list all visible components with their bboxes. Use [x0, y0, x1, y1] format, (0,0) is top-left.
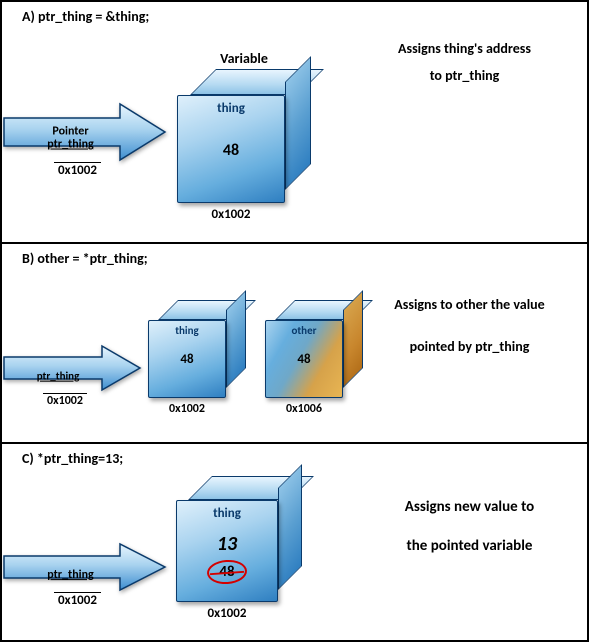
diagram-frame: A) ptr_thing = &thing; Assigns thing's a… [0, 0, 589, 642]
cube-address: 0x1002 [150, 606, 304, 621]
cube-new-value: 13 [176, 532, 278, 556]
panel-c: C) *ptr_thing=13; Assigns new value to t… [2, 442, 587, 640]
arrow-labels: ptr_thing [0, 569, 153, 583]
cube-name: thing [177, 101, 285, 116]
arrow-address: 0x1002 [43, 393, 87, 408]
desc-line: the pointed variable [362, 527, 577, 566]
desc-line: Assigns new value to [362, 488, 577, 527]
panel-c-header: C) *ptr_thing=13; [2, 448, 587, 467]
cube-value: 48 [148, 352, 226, 367]
panel-c-description: Assigns new value to the pointed variabl… [362, 488, 577, 566]
arrow-address: 0x1002 [54, 162, 101, 178]
cube-address: 0x1002 [127, 402, 247, 416]
variable-cube-other: other 48 0x1006 [264, 300, 364, 416]
panel-a-description: Assigns thing's address to ptr_thing [352, 36, 577, 89]
panel-b-description: Assigns to other the value pointed by pt… [362, 284, 577, 368]
panel-b-header: B) other = *ptr_thing; [2, 248, 587, 267]
cube-value: 48 [265, 352, 343, 367]
arrow-labels: Pointer ptr_thing [0, 125, 153, 153]
arrow-mid-label: ptr_thing [0, 569, 153, 583]
variable-cube-thing: thing 13 48 0x1002 [174, 476, 304, 621]
arrow-labels: ptr_thing [0, 370, 128, 383]
cube-address: 0x1002 [148, 207, 314, 222]
panel-b: B) other = *ptr_thing; Assigns to other … [2, 242, 587, 442]
arrow-top-label: Pointer [0, 125, 153, 139]
desc-line: to ptr_thing [352, 63, 577, 90]
variable-cube-thing: Variable thing 48 0x1002 [174, 50, 314, 222]
arrow-mid-label: ptr_thing [0, 370, 128, 383]
panel-a-header: A) ptr_thing = &thing; [2, 6, 587, 25]
cube-name: other [265, 324, 343, 337]
arrow-icon [2, 344, 142, 392]
panel-a: A) ptr_thing = &thing; Assigns thing's a… [2, 0, 587, 242]
cube-name: thing [148, 324, 226, 337]
arrow-address: 0x1002 [54, 592, 101, 608]
arrow-mid-label: ptr_thing [0, 139, 153, 153]
variable-cube-thing: thing 48 0x1002 [147, 300, 247, 416]
desc-line: Assigns thing's address [352, 36, 577, 63]
cube-top-label: Variable [174, 50, 314, 67]
pointer-arrow: ptr_thing 0x1002 [2, 542, 167, 609]
desc-line: Assigns to other the value [362, 284, 577, 326]
cube-value: 48 [177, 141, 285, 160]
pointer-arrow: Pointer ptr_thing 0x1002 [2, 102, 167, 179]
desc-line: pointed by ptr_thing [362, 326, 577, 368]
cube-address: 0x1006 [244, 402, 364, 416]
cube-name: thing [176, 506, 278, 521]
pointer-arrow: ptr_thing 0x1002 [2, 344, 142, 409]
